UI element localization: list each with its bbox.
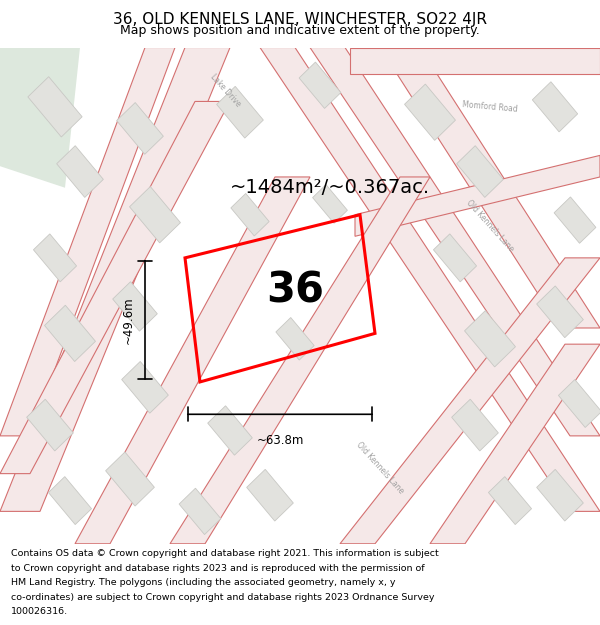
Polygon shape xyxy=(464,311,515,367)
Polygon shape xyxy=(452,399,499,451)
Polygon shape xyxy=(231,194,269,236)
Polygon shape xyxy=(559,379,600,428)
Text: Old Kennels Lane: Old Kennels Lane xyxy=(355,441,406,496)
Polygon shape xyxy=(75,177,310,544)
Polygon shape xyxy=(106,452,154,506)
Polygon shape xyxy=(488,477,532,524)
Polygon shape xyxy=(34,234,77,282)
Text: ~63.8m: ~63.8m xyxy=(256,434,304,447)
Polygon shape xyxy=(208,406,253,455)
Polygon shape xyxy=(299,62,341,108)
Text: Map shows position and indicative extent of the property.: Map shows position and indicative extent… xyxy=(120,24,480,37)
Text: Momford Road: Momford Road xyxy=(462,100,518,114)
Polygon shape xyxy=(0,48,175,436)
Polygon shape xyxy=(260,48,600,511)
Polygon shape xyxy=(56,146,103,198)
Text: Lake Drive: Lake Drive xyxy=(208,72,242,109)
Polygon shape xyxy=(404,84,455,141)
Polygon shape xyxy=(28,77,82,137)
Polygon shape xyxy=(554,197,596,243)
Polygon shape xyxy=(26,399,73,451)
Polygon shape xyxy=(313,184,347,223)
Polygon shape xyxy=(433,234,476,282)
Polygon shape xyxy=(355,156,600,236)
Polygon shape xyxy=(276,318,314,360)
Polygon shape xyxy=(350,48,600,74)
Text: co-ordinates) are subject to Crown copyright and database rights 2023 Ordnance S: co-ordinates) are subject to Crown copyr… xyxy=(11,593,434,602)
Polygon shape xyxy=(217,86,263,138)
Text: ~49.6m: ~49.6m xyxy=(122,296,135,344)
Polygon shape xyxy=(44,305,95,361)
Text: Contains OS data © Crown copyright and database right 2021. This information is : Contains OS data © Crown copyright and d… xyxy=(11,549,439,559)
Text: 36, OLD KENNELS LANE, WINCHESTER, SO22 4JR: 36, OLD KENNELS LANE, WINCHESTER, SO22 4… xyxy=(113,12,487,27)
Text: Old Kennels Lane: Old Kennels Lane xyxy=(464,198,515,253)
Polygon shape xyxy=(310,48,600,436)
Text: HM Land Registry. The polygons (including the associated geometry, namely x, y: HM Land Registry. The polygons (includin… xyxy=(11,578,395,587)
Polygon shape xyxy=(532,82,578,132)
Text: 100026316.: 100026316. xyxy=(11,608,68,616)
Text: to Crown copyright and database rights 2023 and is reproduced with the permissio: to Crown copyright and database rights 2… xyxy=(11,564,424,573)
Polygon shape xyxy=(430,344,600,544)
Polygon shape xyxy=(340,258,600,544)
Polygon shape xyxy=(457,146,503,198)
Polygon shape xyxy=(0,101,230,474)
Text: ~1484m²/~0.367ac.: ~1484m²/~0.367ac. xyxy=(230,178,430,198)
Polygon shape xyxy=(49,477,92,524)
Polygon shape xyxy=(179,488,221,534)
Polygon shape xyxy=(380,48,600,328)
Polygon shape xyxy=(116,102,163,154)
Polygon shape xyxy=(536,469,583,521)
Polygon shape xyxy=(247,469,293,521)
Polygon shape xyxy=(170,177,430,544)
Polygon shape xyxy=(122,361,169,413)
Polygon shape xyxy=(0,48,80,187)
Polygon shape xyxy=(130,187,181,243)
Polygon shape xyxy=(0,48,230,511)
Polygon shape xyxy=(536,286,583,338)
Polygon shape xyxy=(113,282,157,331)
Text: 36: 36 xyxy=(266,269,324,311)
